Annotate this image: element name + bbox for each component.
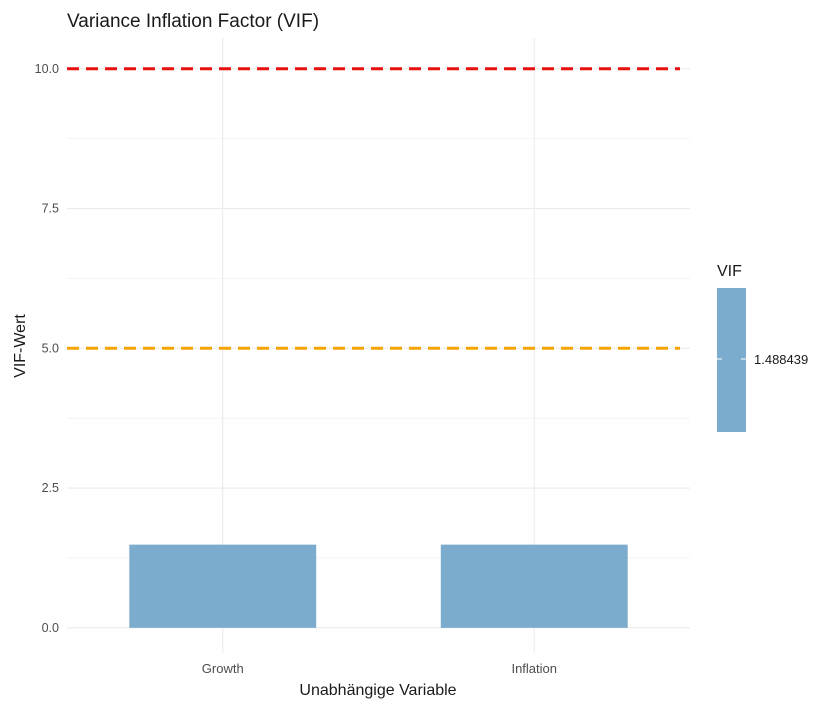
reference-line-layer	[67, 67, 680, 350]
tick-layer: 0.0 2.5 5.0 7.5 10.0 Growth Inflation	[35, 62, 557, 676]
x-tick-label: Growth	[202, 661, 244, 676]
y-axis-title: VIF-Wert	[12, 314, 29, 378]
legend-label: 1.488439	[754, 352, 808, 367]
legend: VIF 1.488439	[717, 263, 808, 432]
chart-title: Variance Inflation Factor (VIF)	[67, 11, 319, 32]
y-tick-label: 10.0	[35, 62, 59, 76]
legend-title: VIF	[717, 263, 742, 280]
x-tick-label: Inflation	[511, 661, 557, 676]
x-axis-title: Unabhängige Variable	[299, 682, 456, 699]
y-tick-label: 5.0	[42, 341, 59, 355]
bar-growth	[129, 544, 317, 628]
y-tick-label: 2.5	[42, 481, 59, 495]
y-tick-label: 7.5	[42, 202, 59, 216]
bar-layer	[129, 544, 628, 628]
bar-inflation	[440, 544, 628, 628]
legend-color-key	[717, 288, 746, 432]
y-tick-label: 0.0	[42, 621, 59, 635]
